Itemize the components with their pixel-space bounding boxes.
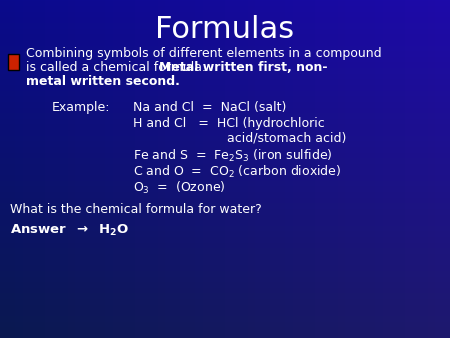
Text: metal written second.: metal written second.: [26, 75, 180, 88]
Text: is called a chemical formula.: is called a chemical formula.: [26, 61, 214, 74]
Text: $\bf{Answer}$  $\bf{\rightarrow}$  $\bf{H_2O}$: $\bf{Answer}$ $\bf{\rightarrow}$ $\bf{H_…: [10, 223, 129, 238]
Text: Combining symbols of different elements in a compound: Combining symbols of different elements …: [26, 47, 382, 59]
Text: Metal written first, non-: Metal written first, non-: [159, 61, 327, 74]
Text: O$_3$  =  (Ozone): O$_3$ = (Ozone): [133, 180, 225, 196]
Text: C and O  =  CO$_2$ (carbon dioxide): C and O = CO$_2$ (carbon dioxide): [133, 164, 341, 180]
Text: Fe and S  =  Fe$_2$S$_3$ (iron sulfide): Fe and S = Fe$_2$S$_3$ (iron sulfide): [133, 148, 333, 164]
Text: Example:: Example:: [52, 101, 110, 114]
Text: What is the chemical formula for water?: What is the chemical formula for water?: [10, 203, 261, 216]
Text: acid/stomach acid): acid/stomach acid): [227, 132, 346, 145]
Text: Na and Cl  =  NaCl (salt): Na and Cl = NaCl (salt): [133, 101, 286, 114]
Text: Formulas: Formulas: [155, 15, 295, 44]
Text: H and Cl   =  HCl (hydrochloric: H and Cl = HCl (hydrochloric: [133, 117, 324, 129]
FancyBboxPatch shape: [8, 54, 19, 70]
